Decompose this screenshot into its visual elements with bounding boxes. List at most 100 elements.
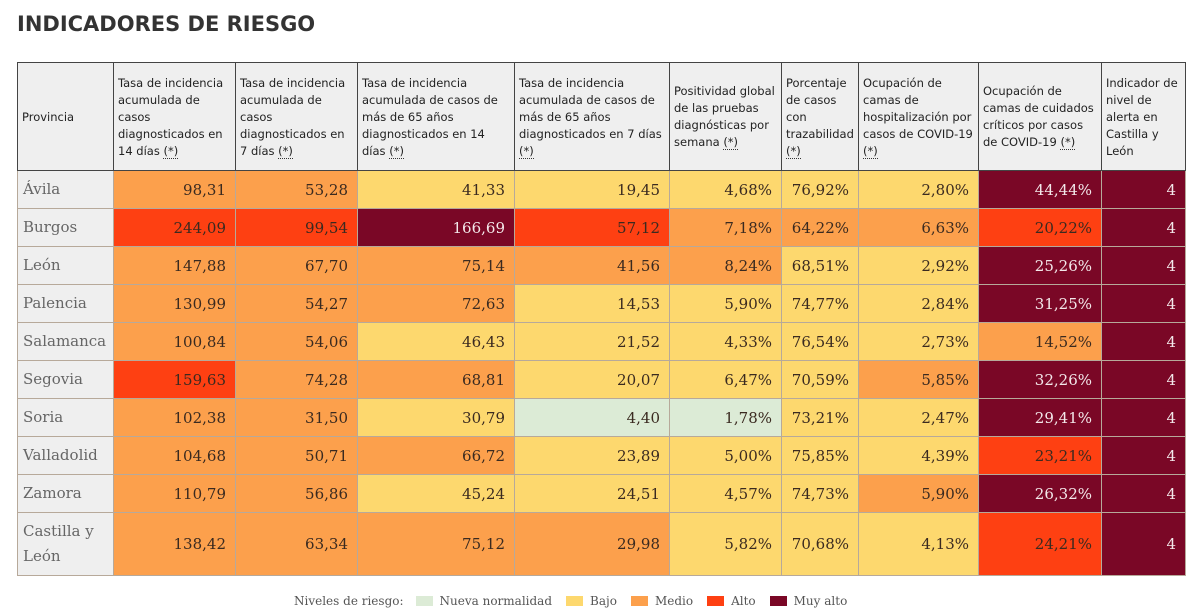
province-name: Castilla y León bbox=[17, 512, 114, 576]
indicator-cell: 147,88 bbox=[113, 246, 236, 285]
indicator-cell: 70,59% bbox=[781, 360, 859, 399]
province-name: León bbox=[17, 246, 114, 285]
column-header: Tasa de incidencia acumulada de casos di… bbox=[235, 62, 358, 171]
indicator-cell: 4 bbox=[1101, 398, 1186, 437]
indicator-cell: 29,98 bbox=[514, 512, 670, 576]
indicator-cell: 53,28 bbox=[235, 170, 358, 209]
indicator-cell: 2,80% bbox=[858, 170, 979, 209]
indicator-cell: 30,79 bbox=[357, 398, 515, 437]
indicator-cell: 99,54 bbox=[235, 208, 358, 247]
legend-item-label: Medio bbox=[654, 594, 694, 608]
footnote-link[interactable]: (*) bbox=[863, 143, 878, 159]
indicator-cell: 50,71 bbox=[235, 436, 358, 475]
indicator-cell: 4 bbox=[1101, 208, 1186, 247]
column-header: Tasa de incidencia acumulada de casos de… bbox=[357, 62, 515, 171]
table-row: Valladolid 104,68 50,71 66,72 23,89 5,00% 75,8… bbox=[17, 436, 1186, 475]
indicator-cell: 21,52 bbox=[514, 322, 670, 361]
table-row: Palencia 130,99 54,27 72,63 14,53 5,90% 74,77%… bbox=[17, 284, 1186, 323]
province-name: Valladolid bbox=[17, 436, 114, 475]
indicator-cell: 24,21% bbox=[978, 512, 1102, 576]
risk-legend: Niveles de riesgo: Nueva normalidad Bajo M… bbox=[294, 594, 861, 608]
column-header: Positividad global de las pruebas diagnó… bbox=[669, 62, 782, 171]
column-header: Tasa de incidencia acumulada de casos de… bbox=[514, 62, 670, 171]
footnote-link[interactable]: (*) bbox=[278, 143, 293, 159]
indicator-cell: 44,44% bbox=[978, 170, 1102, 209]
indicator-cell: 6,63% bbox=[858, 208, 979, 247]
legend-label: Niveles de riesgo: bbox=[294, 594, 404, 608]
indicator-cell: 7,18% bbox=[669, 208, 782, 247]
indicator-cell: 5,82% bbox=[669, 512, 782, 576]
legend-item-label: Alto bbox=[731, 594, 756, 608]
indicator-cell: 20,22% bbox=[978, 208, 1102, 247]
table-row: León 147,88 67,70 75,14 41,56 8,24% 68,51% 2,92… bbox=[17, 246, 1186, 285]
legend-swatch bbox=[630, 596, 648, 606]
indicator-cell: 54,27 bbox=[235, 284, 358, 323]
table-body: Ávila 98,31 53,28 41,33 19,45 4,68% 76,92% 2,80… bbox=[17, 170, 1186, 576]
indicator-cell: 14,52% bbox=[978, 322, 1102, 361]
legend-item: Muy alto bbox=[769, 594, 848, 608]
table-row: Soria 102,38 31,50 30,79 4,40 1,78% 73,21% 2,47… bbox=[17, 398, 1186, 437]
header-row: Provincia Tasa de incidencia acumulada de… bbox=[17, 62, 1186, 171]
footnote-link[interactable]: (*) bbox=[519, 143, 534, 159]
indicator-cell: 100,84 bbox=[113, 322, 236, 361]
footnote-link[interactable]: (*) bbox=[389, 143, 404, 159]
table-row: Burgos 244,09 99,54 166,69 57,12 7,18% 64,22% 6… bbox=[17, 208, 1186, 247]
column-header-label: Tasa de incidencia acumulada de casos di… bbox=[240, 75, 346, 158]
legend-item-label: Muy alto bbox=[793, 594, 848, 608]
footnote-link[interactable]: (*) bbox=[786, 143, 801, 159]
legend-swatch bbox=[415, 596, 433, 606]
indicator-cell: 19,45 bbox=[514, 170, 670, 209]
column-header-label: Positividad global de las pruebas diagnó… bbox=[674, 84, 775, 149]
indicator-cell: 73,21% bbox=[781, 398, 859, 437]
legend-swatch bbox=[769, 596, 787, 606]
indicator-cell: 20,07 bbox=[514, 360, 670, 399]
footnote-link[interactable]: (*) bbox=[1060, 135, 1076, 150]
indicator-cell: 31,25% bbox=[978, 284, 1102, 323]
indicator-cell: 72,63 bbox=[357, 284, 515, 323]
indicator-cell: 56,86 bbox=[235, 474, 358, 513]
column-header-label: Porcentaje de casos con trazabilidad bbox=[786, 75, 854, 141]
column-header-label: Tasa de incidencia acumulada de casos di… bbox=[118, 75, 224, 158]
column-header-label: Tasa de incidencia acumulada de casos de… bbox=[519, 75, 662, 141]
province-name: Ávila bbox=[17, 170, 114, 209]
indicator-cell: 66,72 bbox=[357, 436, 515, 475]
column-header: Ocupación de camas de hospitalización po… bbox=[858, 62, 979, 171]
indicator-cell: 75,85% bbox=[781, 436, 859, 475]
indicator-cell: 4 bbox=[1101, 284, 1186, 323]
indicator-cell: 70,68% bbox=[781, 512, 859, 576]
province-name: Palencia bbox=[17, 284, 114, 323]
indicator-cell: 14,53 bbox=[514, 284, 670, 323]
column-header-label: Tasa de incidencia acumulada de casos de… bbox=[362, 75, 498, 158]
legend-item-label: Bajo bbox=[590, 594, 617, 608]
indicator-cell: 4,13% bbox=[858, 512, 979, 576]
indicator-cell: 75,12 bbox=[357, 512, 515, 576]
indicator-cell: 76,54% bbox=[781, 322, 859, 361]
indicator-cell: 159,63 bbox=[113, 360, 236, 399]
indicator-cell: 4,68% bbox=[669, 170, 782, 209]
indicator-cell: 138,42 bbox=[113, 512, 236, 576]
province-name: Soria bbox=[17, 398, 114, 437]
footnote-link[interactable]: (*) bbox=[163, 143, 179, 159]
indicator-cell: 23,21% bbox=[978, 436, 1102, 475]
province-name: Burgos bbox=[17, 208, 114, 247]
risk-indicators-table: Provincia Tasa de incidencia acumulada de… bbox=[17, 62, 1186, 576]
indicator-cell: 4,33% bbox=[669, 322, 782, 361]
indicator-cell: 2,84% bbox=[858, 284, 979, 323]
legend-swatch bbox=[707, 596, 725, 606]
legend-swatch bbox=[566, 596, 584, 606]
indicator-cell: 4 bbox=[1101, 436, 1186, 475]
indicator-cell: 4 bbox=[1101, 360, 1186, 399]
indicator-cell: 5,85% bbox=[858, 360, 979, 399]
indicator-cell: 26,32% bbox=[978, 474, 1102, 513]
indicator-cell: 4 bbox=[1101, 512, 1186, 576]
indicator-cell: 2,47% bbox=[858, 398, 979, 437]
table-row: Salamanca 100,84 54,06 46,43 21,52 4,33% 76,54… bbox=[17, 322, 1186, 361]
page-title: INDICADORES DE RIESGO bbox=[17, 12, 316, 36]
indicator-cell: 102,38 bbox=[113, 398, 236, 437]
indicator-cell: 2,73% bbox=[858, 322, 979, 361]
indicator-cell: 5,90% bbox=[669, 284, 782, 323]
table-row: Ávila 98,31 53,28 41,33 19,45 4,68% 76,92% 2,80… bbox=[17, 170, 1186, 209]
footnote-link[interactable]: (*) bbox=[723, 135, 739, 150]
indicator-cell: 6,47% bbox=[669, 360, 782, 399]
legend-item: Bajo bbox=[566, 594, 617, 608]
